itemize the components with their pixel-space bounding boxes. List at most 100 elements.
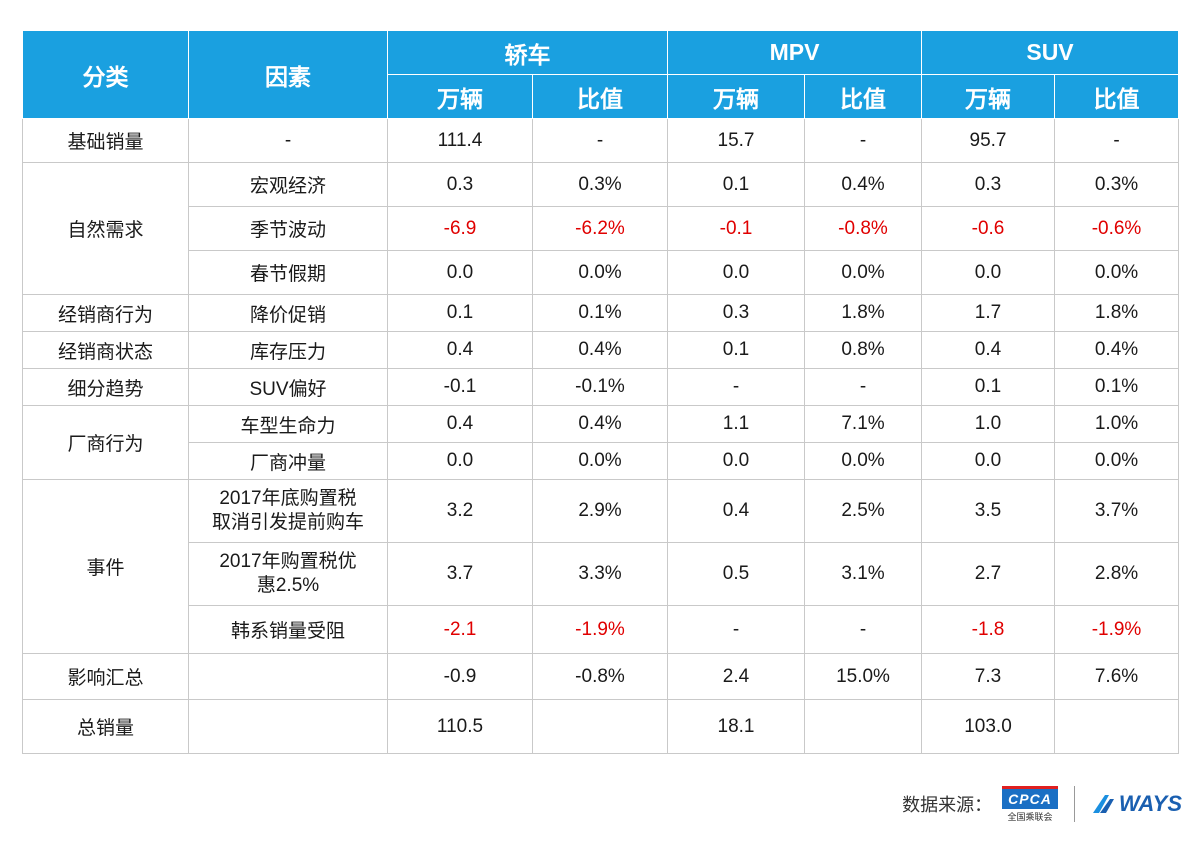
value-cell: 0.4% bbox=[532, 405, 668, 443]
factor-cell: 季节波动 bbox=[188, 206, 388, 251]
category-cell: 事件 bbox=[22, 479, 189, 654]
value-cell: 3.1% bbox=[804, 542, 922, 606]
factor-line: 取消引发提前购车 bbox=[211, 512, 364, 533]
value-cell: 7.3 bbox=[921, 653, 1055, 700]
value-cell bbox=[804, 699, 922, 754]
value-cell: - bbox=[804, 118, 922, 163]
subheader-units: 万辆 bbox=[667, 74, 805, 119]
value-cell: 0.3% bbox=[1053, 162, 1180, 207]
value-cell: - bbox=[804, 368, 922, 406]
value-cell: 0.1% bbox=[1053, 368, 1180, 406]
value-cell: 0.0% bbox=[1053, 250, 1180, 295]
value-cell: 0.0% bbox=[804, 442, 922, 480]
value-cell: - bbox=[667, 368, 805, 406]
value-cell: 0.5 bbox=[667, 542, 805, 606]
value-cell: 0.3 bbox=[387, 162, 533, 207]
cpca-logo-subtitle: 全国乘联会 bbox=[1007, 811, 1053, 822]
table-row: 基础销量 - 111.4 - 15.7 - 95.7 - bbox=[22, 118, 1180, 163]
source-footer: 数据来源： CPCA 全国乘联会 WAYS bbox=[902, 784, 1182, 824]
factor-cell: 韩系销量受阻 bbox=[188, 605, 388, 654]
table-row: 影响汇总 -0.9 -0.8% 2.4 15.0% 7.3 7.6% bbox=[22, 653, 1180, 700]
value-cell: 1.8% bbox=[1053, 294, 1180, 332]
category-cell: 总销量 bbox=[22, 699, 189, 754]
category-cell: 自然需求 bbox=[22, 162, 189, 295]
value-cell: 0.1 bbox=[921, 368, 1055, 406]
value-cell: - bbox=[804, 605, 922, 654]
value-cell: 1.7 bbox=[921, 294, 1055, 332]
ways-logo: WAYS bbox=[1091, 791, 1182, 817]
factor-cell bbox=[188, 653, 388, 700]
table-row: 细分趋势 SUV偏好 -0.1 -0.1% - - 0.1 0.1% bbox=[22, 368, 1180, 406]
value-cell: -0.6% bbox=[1053, 206, 1180, 251]
factor-cell: 宏观经济 bbox=[188, 162, 388, 207]
subheader-ratio: 比值 bbox=[532, 74, 668, 119]
value-cell: 0.0 bbox=[921, 250, 1055, 295]
value-cell: -6.2% bbox=[532, 206, 668, 251]
category-cell: 影响汇总 bbox=[22, 653, 189, 700]
table-row: 2017年购置税优 惠2.5% 3.7 3.3% 0.5 3.1% 2.7 2.8… bbox=[23, 542, 1180, 606]
logo-divider bbox=[1073, 786, 1075, 822]
factor-cell: 2017年底购置税 取消引发提前购车 bbox=[188, 479, 388, 543]
factor-cell: SUV偏好 bbox=[188, 368, 388, 406]
table-row: 总销量 110.5 18.1 103.0 bbox=[22, 699, 1180, 754]
value-cell: 0.4% bbox=[1053, 331, 1180, 369]
value-cell: - bbox=[1053, 118, 1180, 163]
value-cell: - bbox=[667, 605, 805, 654]
ways-logo-text: WAYS bbox=[1118, 791, 1182, 816]
value-cell: -2.1 bbox=[387, 605, 533, 654]
value-cell: 2.5% bbox=[804, 479, 922, 543]
header-mpv: MPV bbox=[667, 30, 922, 75]
value-cell: 110.5 bbox=[387, 699, 533, 754]
header-factor: 因素 bbox=[188, 30, 388, 119]
value-cell: -0.1 bbox=[387, 368, 533, 406]
header-suv: SUV bbox=[920, 30, 1180, 75]
factor-cell: 厂商冲量 bbox=[188, 442, 388, 480]
value-cell: 0.0 bbox=[667, 250, 805, 295]
factor-line: 2017年购置税优 bbox=[219, 551, 357, 572]
value-cell: 3.5 bbox=[921, 479, 1055, 543]
value-cell: 0.4 bbox=[387, 331, 533, 369]
subheader-units: 万辆 bbox=[387, 74, 533, 119]
value-cell bbox=[1053, 699, 1180, 754]
value-cell: 0.0 bbox=[921, 442, 1055, 480]
value-cell: 3.7% bbox=[1053, 479, 1180, 543]
table-row: 经销商行为 降价促销 0.1 0.1% 0.3 1.8% 1.7 1.8% bbox=[22, 294, 1180, 332]
value-cell: -0.1% bbox=[532, 368, 668, 406]
value-cell: 0.4% bbox=[532, 331, 668, 369]
value-cell: 3.3% bbox=[532, 542, 668, 606]
value-cell: 0.3 bbox=[921, 162, 1055, 207]
factor-cell: - bbox=[188, 118, 388, 163]
header-category: 分类 bbox=[22, 30, 189, 119]
factor-cell: 库存压力 bbox=[188, 331, 388, 369]
value-cell: 0.1 bbox=[667, 162, 805, 207]
table-row: 季节波动 -6.9 -6.2% -0.1 -0.8% -0.6 -0.6% bbox=[23, 206, 1180, 251]
value-cell: 2.9% bbox=[532, 479, 668, 543]
value-cell: 18.1 bbox=[667, 699, 805, 754]
table-row: 韩系销量受阻 -2.1 -1.9% - - -1.8 -1.9% bbox=[23, 605, 1180, 654]
value-cell: -1.9% bbox=[1053, 605, 1180, 654]
value-cell: 103.0 bbox=[921, 699, 1055, 754]
category-cell: 经销商状态 bbox=[22, 331, 189, 369]
value-cell: 0.4 bbox=[387, 405, 533, 443]
table-row: 春节假期 0.0 0.0% 0.0 0.0% 0.0 0.0% bbox=[23, 250, 1180, 295]
value-cell: 7.6% bbox=[1053, 653, 1180, 700]
table-row: 自然需求 宏观经济 0.3 0.3% 0.1 0.4% 0.3 0.3% bbox=[22, 162, 1180, 295]
value-cell: 2.7 bbox=[921, 542, 1055, 606]
value-cell: - bbox=[532, 118, 668, 163]
value-cell: -1.8 bbox=[921, 605, 1055, 654]
value-cell: -0.8% bbox=[804, 206, 922, 251]
sales-factor-table: 分类 因素 轿车 MPV SUV 万辆 比值 万辆 比值 万辆 比值 基础销量 … bbox=[22, 30, 1180, 754]
cpca-logo-text: CPCA bbox=[1002, 785, 1058, 809]
value-cell: 15.7 bbox=[667, 118, 805, 163]
value-cell: 1.1 bbox=[667, 405, 805, 443]
subheader-ratio: 比值 bbox=[1053, 74, 1180, 119]
table-row: 经销商状态 库存压力 0.4 0.4% 0.1 0.8% 0.4 0.4% bbox=[22, 331, 1180, 369]
factor-cell: 降价促销 bbox=[188, 294, 388, 332]
value-cell: 0.1 bbox=[667, 331, 805, 369]
subheader-ratio: 比值 bbox=[804, 74, 922, 119]
value-cell: 0.0 bbox=[667, 442, 805, 480]
value-cell: 0.1% bbox=[532, 294, 668, 332]
value-cell: 2.8% bbox=[1053, 542, 1180, 606]
value-cell: 0.0 bbox=[387, 442, 533, 480]
factor-cell: 车型生命力 bbox=[188, 405, 388, 443]
